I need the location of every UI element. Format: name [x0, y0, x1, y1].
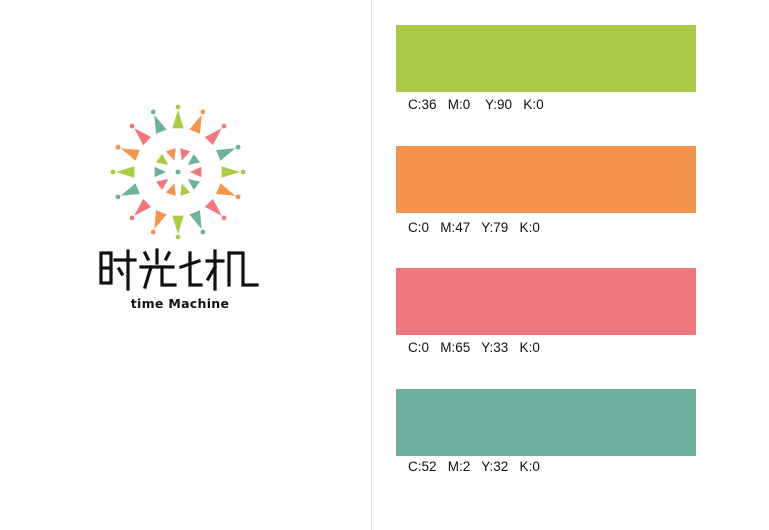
color-swatch-green [396, 25, 696, 92]
sun-emblem-icon [110, 104, 246, 240]
cmyk-label-green: C:36 M:0 Y:90 K:0 [408, 97, 544, 112]
color-swatch-coral [396, 268, 696, 335]
time-machine-logo: time Machine [95, 100, 265, 320]
color-swatch-teal [396, 389, 696, 456]
logo-english-wordmark: time Machine [130, 296, 230, 311]
cmyk-label-coral: C:0 M:65 Y:33 K:0 [408, 340, 540, 355]
logo-chinese-wordmark [99, 248, 259, 291]
cmyk-label-orange: C:0 M:47 Y:79 K:0 [408, 220, 540, 235]
cmyk-label-teal: C:52 M:2 Y:32 K:0 [408, 459, 540, 474]
color-swatch-orange [396, 146, 696, 213]
panel-divider [371, 0, 372, 530]
